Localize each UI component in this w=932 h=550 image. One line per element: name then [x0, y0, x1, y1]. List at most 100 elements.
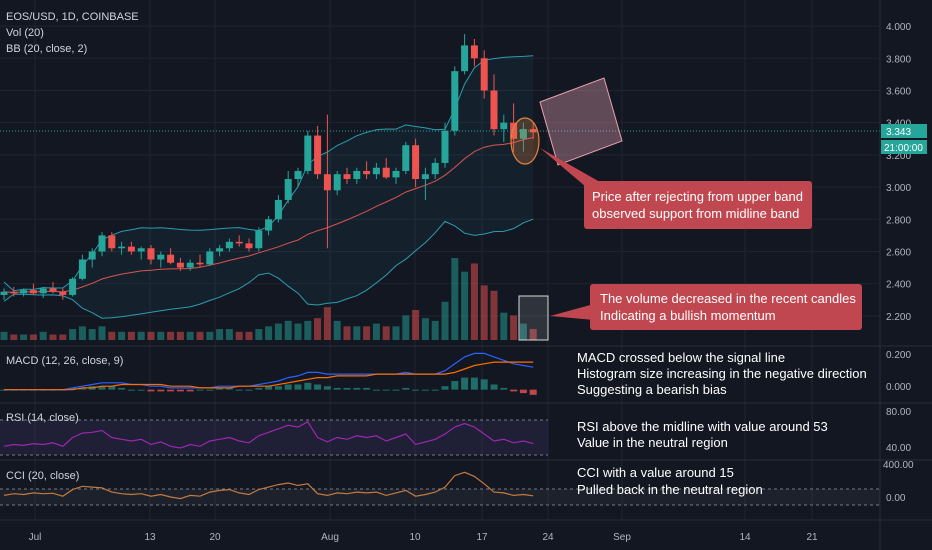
time-tick-5: 17 [476, 532, 488, 543]
candle-body-24 [235, 241, 243, 244]
macd-hist-bar-50 [490, 384, 498, 390]
volume-bar-0 [0, 331, 8, 340]
time-axis[interactable]: Jul 13 20 Aug 10 17 24 Sep 14 21 [29, 532, 818, 543]
volume-bar-38 [372, 323, 380, 340]
volume-bar-14 [137, 331, 145, 340]
price-tick-1: 3.800 [886, 54, 911, 65]
bb-lower [3, 218, 534, 319]
price-axis[interactable]: 4.0003.8003.6003.4003.2003.0002.8002.600… [886, 22, 911, 323]
candle-body-41 [402, 145, 410, 171]
macd-hist-bar-10 [98, 386, 106, 390]
volume-bar-54 [529, 329, 537, 340]
time-tick-2: 20 [209, 532, 221, 543]
macd-note-line-2: Histogram size increasing in the negativ… [577, 366, 867, 381]
candle-body-34 [333, 174, 341, 191]
volume-bar-11 [108, 331, 116, 340]
volume-bar-13 [127, 331, 135, 340]
volume-bar-49 [480, 285, 488, 340]
candle-body-53 [519, 129, 527, 139]
volume-bar-29 [284, 320, 292, 340]
candle-body-35 [343, 174, 351, 180]
volume-bar-39 [382, 326, 390, 340]
macd-hist-bar-7 [69, 387, 77, 390]
macd-note-line-1: MACD crossed below the signal line [577, 350, 785, 365]
rsi-label: RSI (14, close) [6, 412, 79, 424]
volume-bar-28 [274, 323, 282, 340]
volume-bar-19 [186, 331, 194, 340]
volume-bar-10 [98, 326, 106, 340]
candle-body-51 [500, 122, 508, 130]
macd-hist-bar-48 [470, 377, 478, 390]
macd-hist-bar-8 [78, 387, 86, 390]
volume-bar-40 [392, 326, 400, 340]
rsi-note-line-2: Value in the neutral region [577, 435, 728, 450]
price-tick-0: 4.000 [886, 22, 911, 33]
macd-note-line-3: Suggesting a bearish bias [577, 382, 727, 397]
macd-hist-bar-25 [245, 389, 253, 391]
macd-hist-bar-53 [519, 389, 527, 394]
volume-bar-18 [176, 331, 184, 340]
macd-hist-bar-32 [314, 384, 322, 390]
candle-body-12 [118, 246, 126, 249]
bollinger-band-fill [4, 55, 534, 319]
candle-body-43 [421, 174, 429, 180]
candle-body-31 [304, 135, 312, 171]
candle-body-40 [392, 170, 400, 178]
volume-bar-43 [421, 318, 429, 340]
macd-hist-bar-35 [343, 387, 351, 390]
time-tick-8: 14 [739, 532, 751, 543]
volume-bar-42 [412, 309, 420, 340]
volume-bar-48 [470, 263, 478, 340]
volume-bar-37 [363, 326, 371, 340]
grid-lines [0, 0, 880, 520]
volume-bar-1 [10, 334, 18, 340]
macd-hist-bar-47 [461, 377, 469, 390]
candle-body-47 [461, 45, 469, 72]
macd-hist-bar-43 [421, 389, 429, 391]
price-tick-7: 2.600 [886, 247, 911, 258]
rsi-note-line-1: RSI above the midline with value around … [577, 419, 828, 434]
time-tick-0: Jul [29, 532, 42, 543]
volume-bar-32 [314, 318, 322, 340]
candle-body-39 [382, 167, 390, 178]
time-tick-4: 10 [409, 532, 421, 543]
cci-tick-zero: 0.00 [886, 493, 906, 504]
macd-hist-bar-20 [196, 389, 204, 391]
last-price-tag [881, 124, 927, 138]
price-note-line-1: Price after rejecting from upper band [592, 189, 803, 204]
candle-body-28 [274, 199, 282, 220]
candle-body-46 [451, 71, 459, 131]
volume-note-line-2: Indicating a bullish momentum [600, 308, 776, 323]
macd-hist-bar-24 [235, 389, 243, 391]
candle-body-17 [167, 254, 175, 263]
time-tick-7: Sep [613, 532, 631, 543]
rsi-tick-top: 80.00 [886, 407, 911, 418]
candle-body-23 [225, 241, 233, 249]
volume-bar-12 [118, 331, 126, 340]
price-note-pointer [540, 148, 600, 192]
volume-bar-3 [29, 334, 37, 340]
candle-body-44 [431, 162, 439, 175]
volume-bar-45 [441, 301, 449, 340]
candle-body-2 [20, 290, 28, 294]
macd-hist-bar-15 [147, 389, 155, 392]
macd-hist-bar-46 [451, 381, 459, 390]
last-price-value: 3.343 [886, 127, 911, 138]
candle-body-11 [108, 235, 116, 249]
volume-bar-6 [59, 334, 67, 340]
rsi-line [3, 421, 534, 449]
candle-body-8 [78, 259, 86, 279]
volume-bar-51 [500, 312, 508, 340]
candle-body-21 [206, 251, 214, 265]
macd-hist-bar-51 [500, 387, 508, 390]
macd-hist-bar-39 [382, 389, 390, 391]
countdown-tag [881, 140, 927, 154]
macd-hist-bar-41 [402, 387, 410, 390]
volume-bar-41 [402, 315, 410, 340]
candle-body-30 [294, 170, 302, 180]
macd-hist-bar-49 [480, 379, 488, 390]
macd-hist-bar-42 [412, 389, 420, 391]
macd-tick-zero: 0.000 [886, 382, 911, 393]
price-tick-6: 2.800 [886, 215, 911, 226]
